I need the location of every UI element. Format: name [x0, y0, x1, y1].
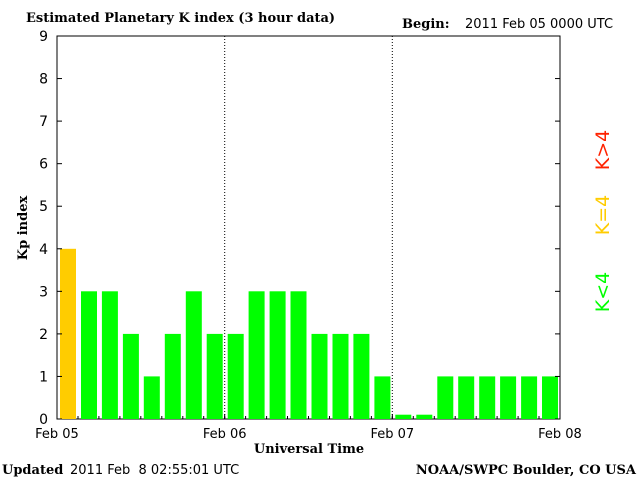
y-tick-label: 5 [39, 199, 48, 215]
x-tick-label: Feb 07 [370, 427, 414, 442]
x-axis-label: Universal Time [254, 442, 364, 457]
kp-bar [521, 376, 538, 419]
kp-bar [479, 376, 496, 419]
updated-label: Updated [2, 463, 63, 478]
kp-bar [500, 376, 517, 419]
legend-k-equal: K=4 [592, 195, 614, 235]
kp-bar [81, 291, 97, 419]
source-credit: NOAA/SWPC Boulder, CO USA [416, 463, 637, 478]
kp-bar [290, 291, 307, 419]
kp-bar [248, 291, 265, 419]
kp-bar [101, 291, 118, 419]
begin-value: 2011 Feb 05 0000 UTC [465, 17, 613, 32]
y-tick-label: 0 [39, 412, 48, 428]
kp-bar [437, 376, 454, 419]
kp-bar [395, 414, 412, 419]
bars-group [60, 248, 558, 419]
kp-bar [458, 376, 475, 419]
y-tick-label: 9 [39, 29, 48, 45]
kp-bar [542, 376, 558, 419]
x-axis: Feb 05 Feb 06 Feb 07 Feb 08 [35, 414, 582, 442]
kp-bar [60, 248, 76, 419]
kp-bar [269, 291, 286, 419]
y-tick-label: 8 [39, 72, 48, 88]
kp-bar [311, 333, 328, 419]
x-tick-label: Feb 05 [35, 427, 79, 442]
updated-value: 2011 Feb 8 02:55:01 UTC [70, 463, 239, 478]
y-axis: 0 1 2 3 4 5 6 7 8 9 [39, 29, 560, 428]
begin-label: Begin: [402, 17, 450, 32]
y-axis-label: Kp index [16, 196, 31, 261]
kp-bar [416, 414, 433, 419]
y-tick-label: 4 [39, 242, 48, 258]
kp-bar [332, 333, 349, 419]
kp-bar [374, 376, 391, 419]
kp-bar [206, 333, 223, 419]
kp-bar [143, 376, 160, 419]
day-separators [224, 36, 393, 419]
kp-bar [353, 333, 370, 419]
y-tick-label: 3 [39, 284, 48, 300]
kp-bar [122, 333, 139, 419]
chart-title: Estimated Planetary K index (3 hour data… [26, 11, 335, 26]
kp-bar [185, 291, 202, 419]
legend-k-less: K<4 [592, 272, 614, 312]
kp-bar [164, 333, 181, 419]
kp-bar [227, 333, 244, 419]
y-tick-label: 1 [39, 369, 48, 385]
y-tick-label: 2 [39, 327, 48, 343]
y-tick-label: 6 [39, 157, 48, 173]
x-tick-label: Feb 08 [538, 427, 582, 442]
y-tick-label: 7 [39, 114, 48, 130]
x-tick-label: Feb 06 [203, 427, 247, 442]
legend-k-greater: K>4 [592, 130, 614, 170]
